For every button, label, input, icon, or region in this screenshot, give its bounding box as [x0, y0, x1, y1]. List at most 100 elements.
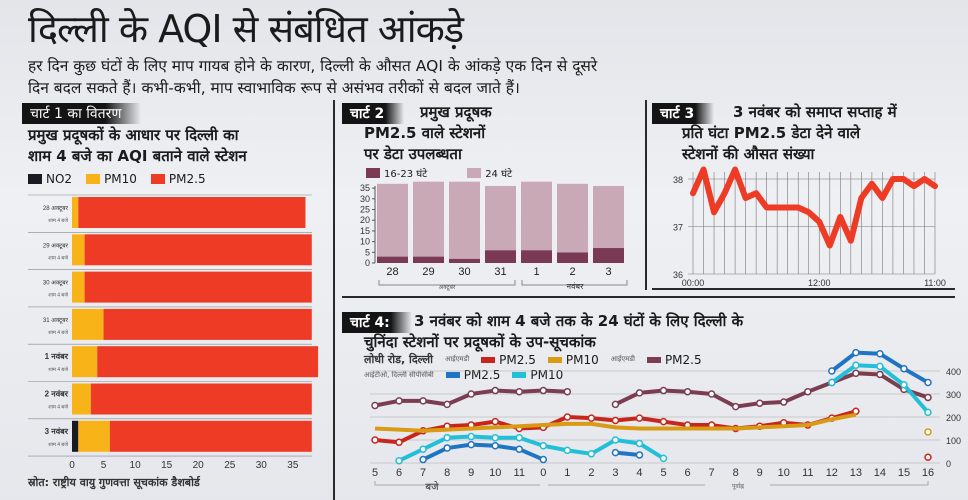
bar-pm10 — [72, 346, 98, 378]
data-point — [635, 439, 644, 448]
chart2-title-1: प्रमुख प्रदूषक — [420, 103, 492, 121]
divider — [342, 296, 955, 298]
data-point — [419, 455, 427, 464]
chart1-title-2: शाम 4 बजे का AQI बताने वाले स्टेशन — [28, 147, 247, 165]
row-label: 28 अक्टूबर — [43, 206, 69, 212]
x-tick-label: 20 — [193, 460, 205, 471]
x-tick-label: 4 — [636, 467, 642, 479]
x-tick-label: 15 — [161, 460, 173, 471]
chart3-title-3: स्टेशनों की औसत संख्या — [682, 145, 815, 163]
x-tick-label: 5 — [660, 467, 666, 479]
legend-label: PM2.5 — [463, 368, 501, 382]
legend-lodhi-pm10: PM10 — [547, 352, 599, 367]
data-point — [539, 455, 548, 464]
row-sublabel: शाम 4 बजे — [48, 329, 68, 336]
data-point — [876, 362, 884, 371]
subtitle-line-2: दिन बदल सकते हैं। कभी-कभी, माप स्वाभाविक… — [28, 79, 520, 97]
x-tick-label: 12:00 — [808, 278, 831, 288]
x-tick-label: 9 — [757, 467, 763, 479]
chart2-tab: चार्ट 2 — [342, 103, 405, 124]
page-title: दिल्ली के AQI से संबंधित आंकड़े — [28, 7, 464, 51]
bar-16-23 — [593, 248, 624, 263]
row-sublabel: शाम 4 बजे — [48, 254, 68, 261]
data-point — [491, 417, 499, 426]
chart3-title-1: 3 नवंबर को समाप्त सप्ताह में — [733, 103, 897, 121]
y-tick-label: 0 — [365, 258, 370, 268]
y-tick-label: 36 — [673, 270, 683, 280]
bar-16-23 — [521, 250, 552, 263]
x-tick-label: 7 — [420, 467, 426, 479]
data-point — [611, 436, 620, 444]
data-line — [690, 166, 938, 249]
bar-pm25 — [103, 308, 312, 340]
data-point — [683, 387, 692, 396]
x-tick-label: 15 — [898, 467, 910, 479]
bar-24 — [557, 183, 588, 253]
data-point — [419, 445, 427, 453]
data-point — [563, 387, 572, 396]
data-point — [828, 378, 836, 387]
data-point — [491, 386, 499, 395]
data-point — [852, 348, 860, 357]
bar-16-23 — [377, 256, 408, 263]
bar-16-23 — [449, 258, 480, 263]
data-point — [467, 440, 475, 449]
data-point — [563, 413, 572, 421]
legend-label: PM10 — [104, 172, 137, 186]
row-label: 30 अक्टूबर — [43, 281, 69, 287]
y-tick-label: 38 — [673, 175, 683, 185]
bar-24 — [485, 185, 516, 251]
bar-16-23 — [557, 252, 588, 263]
data-point — [491, 433, 499, 442]
chart1-title-1: प्रमुख प्रदूषकों के आधार पर दिल्ली का — [28, 126, 239, 144]
series-line — [374, 412, 857, 433]
x-tick-label: 12 — [826, 467, 838, 479]
legend-label: PM10 — [565, 352, 599, 367]
data-point — [755, 399, 764, 407]
row-label: 29 अक्टूबर — [43, 243, 69, 249]
x-tick-label: 6 — [685, 467, 691, 479]
chart3-title-2: प्रति घंटा PM2.5 डेटा देने वाले — [682, 124, 861, 142]
x-tick-label: 11:00 — [924, 278, 946, 288]
y-tick-label: 37 — [673, 223, 683, 233]
row-sublabel: शाम 4 बजे — [48, 404, 68, 411]
data-point — [611, 400, 620, 409]
y-tick-label: 10 — [360, 237, 370, 247]
row-label: 31 अक्टूबर — [43, 318, 69, 324]
x-tick-label: 10 — [130, 460, 142, 471]
y-tick-label: 35 — [360, 183, 370, 193]
data-point — [515, 445, 524, 453]
data-point — [900, 364, 908, 373]
legend-lodhi-pm25: PM2.5 — [481, 353, 536, 367]
bar-pm25 — [84, 271, 312, 303]
y-tick-label: 5 — [365, 247, 370, 257]
bar-pm10 — [72, 271, 85, 303]
data-point — [876, 350, 884, 358]
x-tick-label: 00:00 — [682, 278, 705, 288]
chart4-legend-row-2: आईटीओ, दिल्ली सीपीसीबी PM2.5 PM10 — [364, 368, 563, 382]
x-tick-label: 35 — [287, 460, 299, 471]
x-tick-label: 31 — [494, 266, 506, 278]
bar-pm10 — [72, 383, 91, 415]
chart2-legend: 16-23 घंटे 24 घंटे — [366, 166, 512, 180]
legend-ito-pm25: PM2.5 — [445, 368, 501, 382]
data-point — [707, 390, 716, 398]
legend-label: 24 घंटे — [485, 169, 513, 180]
data-point — [852, 369, 860, 378]
data-point — [635, 414, 644, 422]
bar-pm10 — [72, 308, 104, 340]
legend-ito-pm10: PM10 — [512, 368, 563, 382]
series-line — [615, 450, 640, 457]
x-tick-label: 28 — [386, 266, 398, 278]
data-point — [491, 442, 499, 450]
chart2-title-3: पर डेटा उपलब्धता — [364, 145, 462, 163]
x-tick-label: 30 — [458, 266, 470, 278]
data-point — [876, 370, 884, 379]
chart4-title-2: चुनिंदा स्टेशनों पर प्रदूषकों के उप-सूचक… — [364, 333, 596, 351]
chart1-legend: NO2 PM10 PM2.5 — [28, 172, 206, 186]
data-point — [731, 402, 740, 411]
row-label: 2 नवंबर — [45, 390, 69, 399]
data-point — [924, 378, 932, 387]
y-tick-label: 15 — [360, 226, 370, 236]
bar-pm10 — [72, 234, 85, 266]
